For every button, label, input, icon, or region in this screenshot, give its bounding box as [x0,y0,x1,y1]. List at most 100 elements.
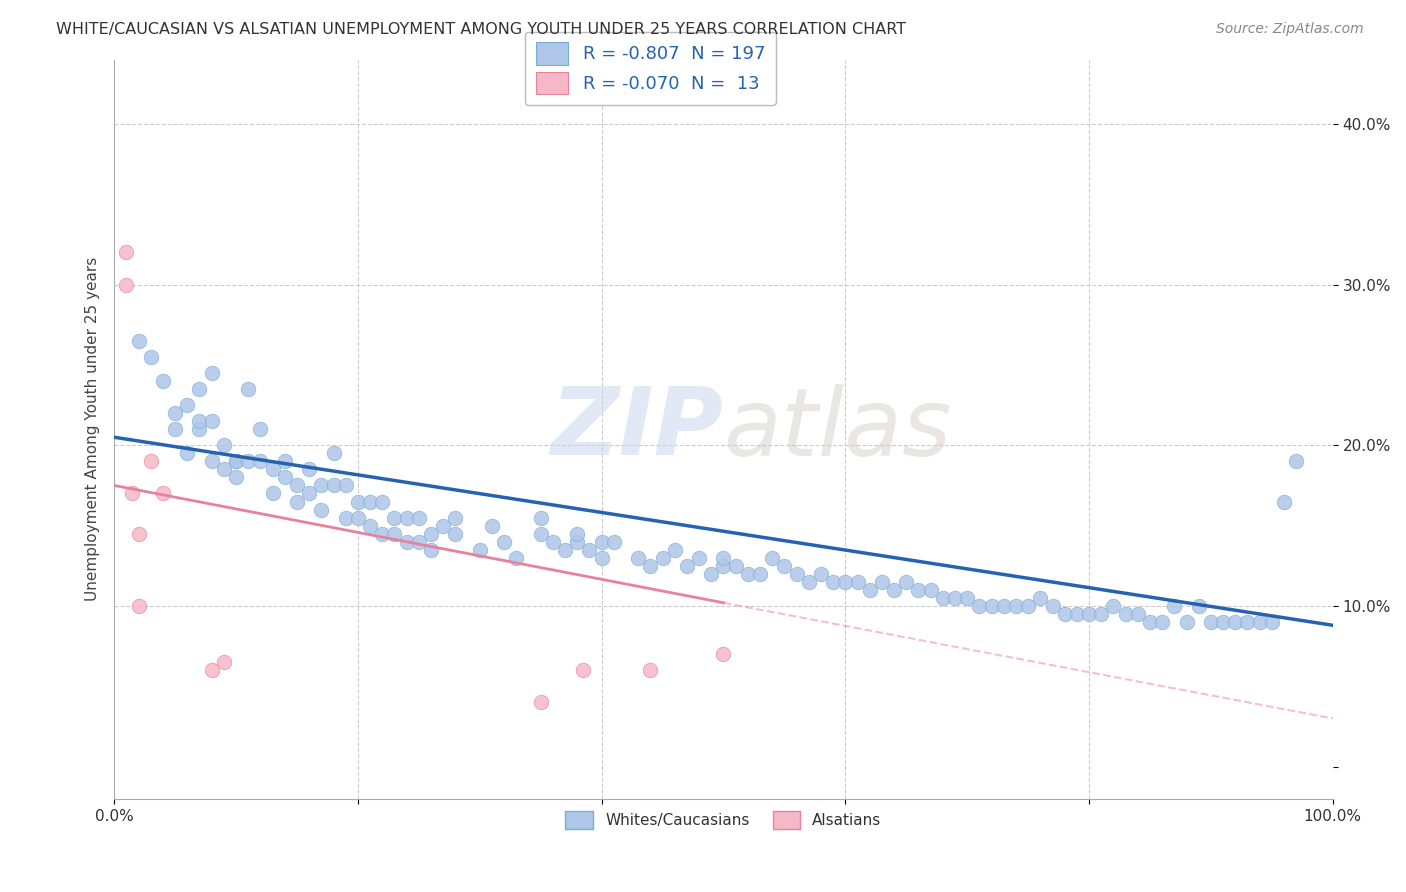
Point [444,526,467,541]
Point [1175,615,1198,629]
Point [359,518,381,533]
Point [201,366,224,380]
Point [128,599,150,613]
Point [274,470,297,484]
Point [688,550,710,565]
Point [311,502,333,516]
Point [700,566,723,581]
Point [481,518,503,533]
Point [176,446,198,460]
Point [152,374,174,388]
Point [1090,607,1112,621]
Point [713,550,735,565]
Point [322,446,344,460]
Point [188,382,211,396]
Point [201,663,224,677]
Point [212,462,235,476]
Point [664,542,686,557]
Point [225,454,247,468]
Point [969,599,991,613]
Point [1017,599,1039,613]
Point [225,470,247,484]
Point [121,486,143,500]
Point [322,478,344,492]
Point [285,494,308,508]
Point [567,526,589,541]
Point [1163,599,1185,613]
Point [834,574,856,589]
Point [1285,454,1308,468]
Point [1236,615,1258,629]
Point [591,550,613,565]
Point [335,510,357,524]
Point [578,542,600,557]
Point [359,494,381,508]
Point [420,526,443,541]
Point [115,277,138,292]
Point [530,695,553,709]
Point [846,574,869,589]
Point [298,462,321,476]
Point [640,663,662,677]
Point [713,558,735,573]
Point [115,245,138,260]
Point [494,534,516,549]
Point [152,486,174,500]
Point [176,398,198,412]
Point [139,350,162,364]
Point [1212,615,1234,629]
Point [676,558,699,573]
Point [920,582,942,597]
Point [737,566,759,581]
Point [188,422,211,436]
Point [225,454,247,468]
Point [870,574,893,589]
Point [1126,607,1149,621]
Point [249,422,271,436]
Point [1042,599,1064,613]
Point [761,550,783,565]
Point [201,454,224,468]
Point [371,526,394,541]
Point [554,542,576,557]
Point [786,566,808,581]
Point [603,534,626,549]
Point [347,510,370,524]
Point [956,591,979,605]
Point [128,526,150,541]
Point [212,438,235,452]
Point [907,582,929,597]
Point [530,510,553,524]
Point [1115,607,1137,621]
Point [749,566,772,581]
Point [165,422,187,436]
Point [1102,599,1125,613]
Point [713,647,735,661]
Point [285,478,308,492]
Point [420,542,443,557]
Point [1249,615,1271,629]
Point [395,510,418,524]
Point [567,534,589,549]
Point [468,542,491,557]
Point [530,526,553,541]
Point [274,454,297,468]
Point [1078,607,1101,621]
Point [384,510,406,524]
Point [1005,599,1028,613]
Point [335,478,357,492]
Text: atlas: atlas [724,384,952,475]
Point [1188,599,1211,613]
Point [1066,607,1088,621]
Point [165,406,187,420]
Point [347,494,370,508]
Point [384,526,406,541]
Legend: Whites/Caucasians, Alsatians: Whites/Caucasians, Alsatians [560,805,887,836]
Point [1261,615,1284,629]
Point [298,486,321,500]
Point [943,591,966,605]
Point [932,591,955,605]
Point [541,534,564,549]
Point [797,574,820,589]
Point [640,558,662,573]
